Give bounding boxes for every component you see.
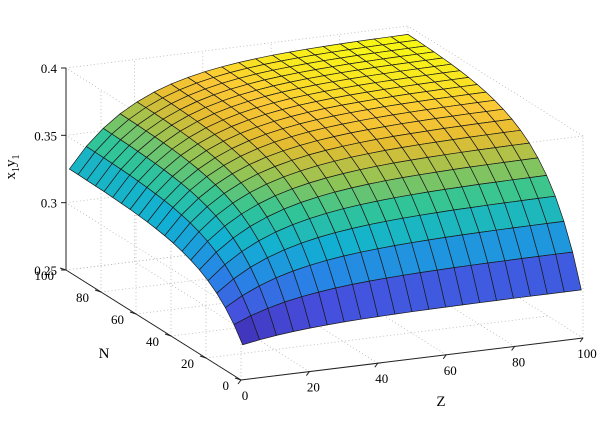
grid-line — [205, 315, 549, 359]
z-label-sub2: 1 — [11, 155, 22, 160]
x-tick — [579, 337, 584, 343]
y-tick-label: 0 — [223, 378, 230, 393]
x-tick — [237, 379, 242, 385]
y-tick — [164, 333, 172, 337]
x-tick — [374, 362, 379, 368]
y-tick — [94, 289, 102, 293]
z-tick-label: 0.25 — [34, 263, 57, 278]
x-tick-label: 100 — [577, 346, 597, 361]
grid-line — [134, 261, 310, 372]
z-tick-label: 0.35 — [34, 128, 57, 143]
x-tick — [511, 346, 515, 351]
z-axis-label: x1y1 — [3, 155, 22, 180]
y-tick-label: 20 — [181, 356, 194, 371]
x-tick-label: 80 — [512, 354, 525, 369]
y-axis-line — [65, 269, 242, 381]
y-tick — [199, 355, 207, 359]
y-tick-label: 60 — [111, 312, 124, 327]
z-label-sub1: 1 — [11, 167, 22, 172]
surface-mesh — [69, 34, 582, 346]
x-axis-line — [240, 337, 584, 381]
y-tick-label: 40 — [146, 334, 159, 349]
grid-line — [65, 25, 409, 69]
x-tick — [442, 354, 447, 360]
x-tick-label: 20 — [307, 380, 320, 395]
z-tick-label: 0.3 — [41, 196, 57, 211]
y-tick — [234, 377, 242, 381]
y-tick-label: 80 — [76, 290, 89, 305]
y-tick — [129, 311, 137, 315]
x-tick-label: 60 — [444, 363, 457, 378]
y-axis-label: N — [99, 346, 110, 362]
grid-line — [65, 67, 242, 179]
axis-layer — [59, 67, 584, 385]
surface-patch — [555, 251, 582, 293]
z-label-y: y — [3, 159, 19, 167]
x-axis-label: Z — [436, 394, 445, 410]
x-tick — [305, 371, 310, 376]
y-tick-label: 100 — [35, 268, 55, 283]
box-edge — [407, 25, 584, 137]
z-label-x: x — [3, 172, 19, 180]
x-tick-label: 0 — [242, 388, 249, 403]
grid-line — [65, 202, 242, 314]
z-tick-label: 0.4 — [41, 61, 58, 76]
x-tick-label: 40 — [375, 371, 388, 386]
